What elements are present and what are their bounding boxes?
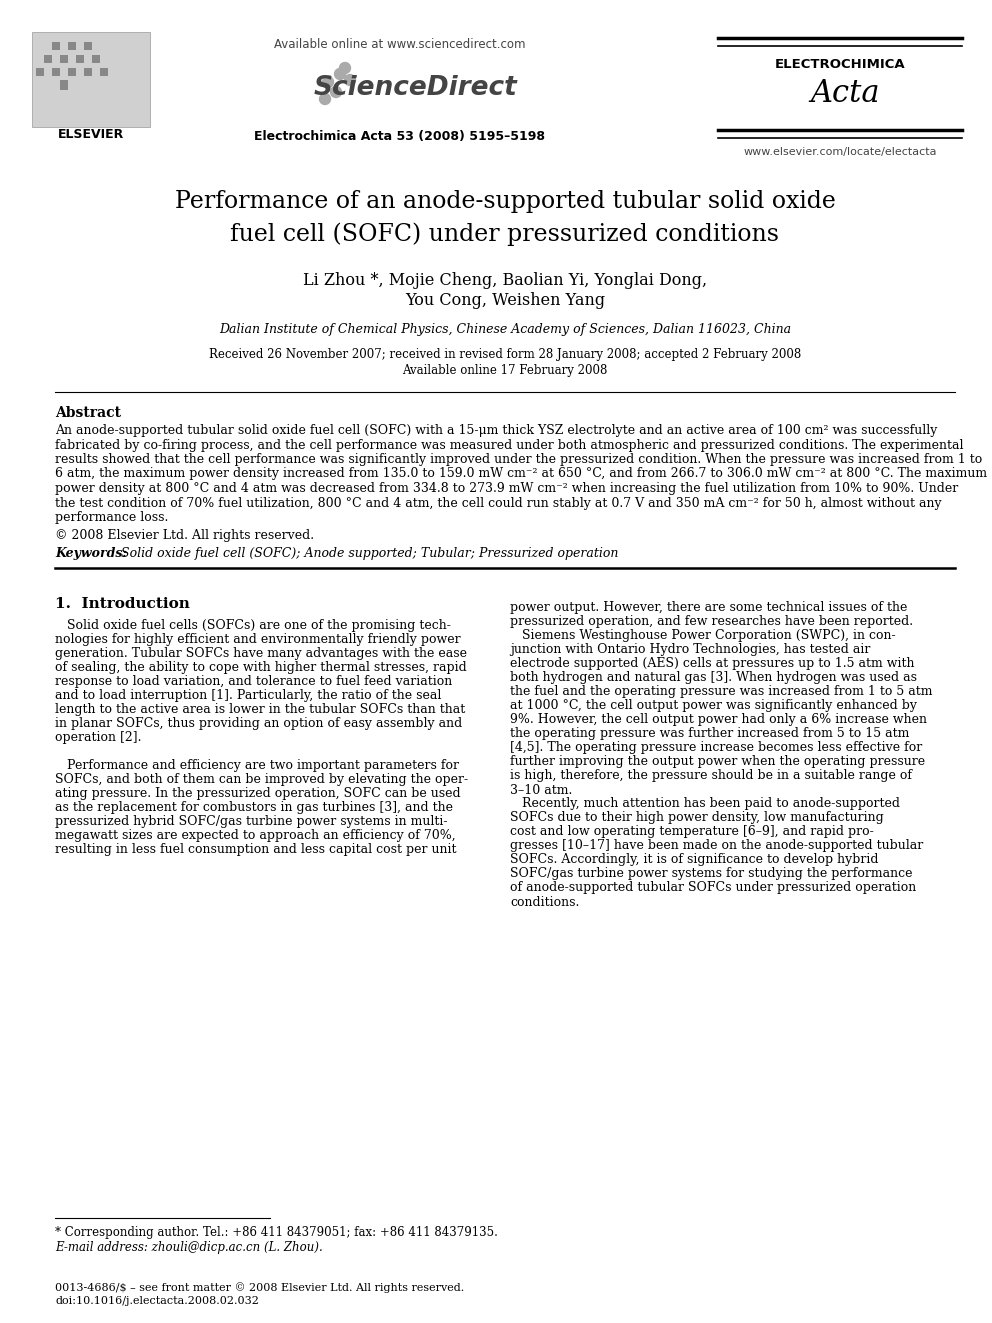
- Text: ELSEVIER: ELSEVIER: [58, 128, 124, 142]
- Text: Abstract: Abstract: [55, 406, 121, 419]
- Bar: [60, 79, 68, 90]
- Text: SOFCs. Accordingly, it is of significance to develop hybrid: SOFCs. Accordingly, it is of significanc…: [510, 853, 879, 867]
- Text: Li Zhou *, Mojie Cheng, Baolian Yi, Yonglai Dong,: Li Zhou *, Mojie Cheng, Baolian Yi, Yong…: [303, 273, 707, 288]
- Text: fuel cell (SOFC) under pressurized conditions: fuel cell (SOFC) under pressurized condi…: [230, 222, 780, 246]
- Text: SOFCs due to their high power density, low manufacturing: SOFCs due to their high power density, l…: [510, 811, 884, 824]
- Text: fabricated by co-firing process, and the cell performance was measured under bot: fabricated by co-firing process, and the…: [55, 438, 963, 451]
- Text: both hydrogen and natural gas [3]. When hydrogen was used as: both hydrogen and natural gas [3]. When …: [510, 672, 917, 684]
- Text: pressurized operation, and few researches have been reported.: pressurized operation, and few researche…: [510, 615, 913, 628]
- Text: conditions.: conditions.: [510, 896, 579, 909]
- Text: the operating pressure was further increased from 5 to 15 atm: the operating pressure was further incre…: [510, 728, 910, 741]
- Bar: [60, 56, 68, 64]
- Text: results showed that the cell performance was significantly improved under the pr: results showed that the cell performance…: [55, 452, 982, 466]
- Text: performance loss.: performance loss.: [55, 511, 169, 524]
- Text: www.elsevier.com/locate/electacta: www.elsevier.com/locate/electacta: [743, 147, 936, 157]
- Text: E-mail address: zhouli@dicp.ac.cn (L. Zhou).: E-mail address: zhouli@dicp.ac.cn (L. Zh…: [55, 1241, 322, 1254]
- Circle shape: [330, 86, 341, 98]
- Text: at 1000 °C, the cell output power was significantly enhanced by: at 1000 °C, the cell output power was si…: [510, 700, 917, 713]
- Text: Solid oxide fuel cell (SOFC); Anode supported; Tubular; Pressurized operation: Solid oxide fuel cell (SOFC); Anode supp…: [113, 548, 618, 561]
- Text: Performance and efficiency are two important parameters for: Performance and efficiency are two impor…: [55, 759, 459, 773]
- Text: junction with Ontario Hydro Technologies, has tested air: junction with Ontario Hydro Technologies…: [510, 643, 870, 656]
- Bar: [84, 67, 92, 75]
- Text: 3–10 atm.: 3–10 atm.: [510, 783, 572, 796]
- Text: the fuel and the operating pressure was increased from 1 to 5 atm: the fuel and the operating pressure was …: [510, 685, 932, 699]
- Text: operation [2].: operation [2].: [55, 732, 142, 745]
- Text: Performance of an anode-supported tubular solid oxide: Performance of an anode-supported tubula…: [175, 191, 835, 213]
- Text: Recently, much attention has been paid to anode-supported: Recently, much attention has been paid t…: [510, 798, 900, 811]
- Text: the test condition of 70% fuel utilization, 800 °C and 4 atm, the cell could run: the test condition of 70% fuel utilizati…: [55, 496, 941, 509]
- Text: megawatt sizes are expected to approach an efficiency of 70%,: megawatt sizes are expected to approach …: [55, 830, 455, 843]
- Bar: [36, 67, 44, 75]
- Text: length to the active area is lower in the tubular SOFCs than that: length to the active area is lower in th…: [55, 704, 465, 717]
- Bar: [76, 56, 84, 64]
- Text: electrode supported (AES) cells at pressures up to 1.5 atm with: electrode supported (AES) cells at press…: [510, 658, 915, 671]
- Text: SOFCs, and both of them can be improved by elevating the oper-: SOFCs, and both of them can be improved …: [55, 774, 468, 786]
- Text: cost and low operating temperature [6–9], and rapid pro-: cost and low operating temperature [6–9]…: [510, 826, 874, 839]
- Text: Available online 17 February 2008: Available online 17 February 2008: [403, 364, 608, 377]
- Text: 0013-4686/$ – see front matter © 2008 Elsevier Ltd. All rights reserved.: 0013-4686/$ – see front matter © 2008 El…: [55, 1282, 464, 1293]
- Text: of anode-supported tubular SOFCs under pressurized operation: of anode-supported tubular SOFCs under p…: [510, 881, 917, 894]
- Text: gresses [10–17] have been made on the anode-supported tubular: gresses [10–17] have been made on the an…: [510, 840, 924, 852]
- Text: You Cong, Weishen Yang: You Cong, Weishen Yang: [405, 292, 605, 310]
- Text: Acta: Acta: [810, 78, 880, 108]
- Circle shape: [344, 74, 355, 86]
- Text: * Corresponding author. Tel.: +86 411 84379051; fax: +86 411 84379135.: * Corresponding author. Tel.: +86 411 84…: [55, 1226, 498, 1240]
- Text: is high, therefore, the pressure should be in a suitable range of: is high, therefore, the pressure should …: [510, 770, 912, 782]
- Text: Electrochimica Acta 53 (2008) 5195–5198: Electrochimica Acta 53 (2008) 5195–5198: [255, 130, 546, 143]
- Text: Keywords:: Keywords:: [55, 548, 127, 561]
- Text: ELECTROCHIMICA: ELECTROCHIMICA: [775, 58, 906, 71]
- Bar: [32, 32, 150, 127]
- Bar: [68, 42, 76, 50]
- Bar: [92, 56, 100, 64]
- Text: power output. However, there are some technical issues of the: power output. However, there are some te…: [510, 602, 908, 614]
- Text: ating pressure. In the pressurized operation, SOFC can be used: ating pressure. In the pressurized opera…: [55, 787, 460, 800]
- Text: Received 26 November 2007; received in revised form 28 January 2008; accepted 2 : Received 26 November 2007; received in r…: [209, 348, 802, 361]
- Text: power density at 800 °C and 4 atm was decreased from 334.8 to 273.9 mW cm⁻² when: power density at 800 °C and 4 atm was de…: [55, 482, 958, 495]
- Text: doi:10.1016/j.electacta.2008.02.032: doi:10.1016/j.electacta.2008.02.032: [55, 1297, 259, 1306]
- Text: in planar SOFCs, thus providing an option of easy assembly and: in planar SOFCs, thus providing an optio…: [55, 717, 462, 730]
- Text: An anode-supported tubular solid oxide fuel cell (SOFC) with a 15-μm thick YSZ e: An anode-supported tubular solid oxide f…: [55, 423, 937, 437]
- Bar: [68, 67, 76, 75]
- Circle shape: [319, 94, 330, 105]
- Circle shape: [322, 77, 333, 87]
- Text: 1.  Introduction: 1. Introduction: [55, 598, 189, 611]
- Text: © 2008 Elsevier Ltd. All rights reserved.: © 2008 Elsevier Ltd. All rights reserved…: [55, 529, 314, 542]
- Bar: [52, 67, 60, 75]
- Bar: [44, 56, 52, 64]
- Circle shape: [339, 62, 350, 74]
- Text: as the replacement for combustors in gas turbines [3], and the: as the replacement for combustors in gas…: [55, 802, 453, 815]
- Text: resulting in less fuel consumption and less capital cost per unit: resulting in less fuel consumption and l…: [55, 844, 456, 856]
- Bar: [52, 42, 60, 50]
- Text: and to load interruption [1]. Particularly, the ratio of the seal: and to load interruption [1]. Particular…: [55, 689, 441, 703]
- Text: Dalian Institute of Chemical Physics, Chinese Academy of Sciences, Dalian 116023: Dalian Institute of Chemical Physics, Ch…: [219, 323, 791, 336]
- Text: response to load variation, and tolerance to fuel feed variation: response to load variation, and toleranc…: [55, 676, 452, 688]
- Text: of sealing, the ability to cope with higher thermal stresses, rapid: of sealing, the ability to cope with hig…: [55, 662, 467, 675]
- Text: ScienceDirect: ScienceDirect: [313, 75, 517, 101]
- Text: 6 atm, the maximum power density increased from 135.0 to 159.0 mW cm⁻² at 650 °C: 6 atm, the maximum power density increas…: [55, 467, 987, 480]
- Text: 9%. However, the cell output power had only a 6% increase when: 9%. However, the cell output power had o…: [510, 713, 927, 726]
- Text: Solid oxide fuel cells (SOFCs) are one of the promising tech-: Solid oxide fuel cells (SOFCs) are one o…: [55, 619, 451, 632]
- Text: Available online at www.sciencedirect.com: Available online at www.sciencedirect.co…: [274, 38, 526, 52]
- Text: generation. Tubular SOFCs have many advantages with the ease: generation. Tubular SOFCs have many adva…: [55, 647, 467, 660]
- Text: further improving the output power when the operating pressure: further improving the output power when …: [510, 755, 926, 769]
- Bar: [100, 67, 108, 75]
- Circle shape: [334, 69, 345, 79]
- Text: nologies for highly efficient and environmentally friendly power: nologies for highly efficient and enviro…: [55, 634, 460, 647]
- Text: Siemens Westinghouse Power Corporation (SWPC), in con-: Siemens Westinghouse Power Corporation (…: [510, 630, 896, 643]
- Text: SOFC/gas turbine power systems for studying the performance: SOFC/gas turbine power systems for study…: [510, 868, 913, 881]
- Bar: [84, 42, 92, 50]
- Text: pressurized hybrid SOFC/gas turbine power systems in multi-: pressurized hybrid SOFC/gas turbine powe…: [55, 815, 447, 828]
- Text: [4,5]. The operating pressure increase becomes less effective for: [4,5]. The operating pressure increase b…: [510, 741, 923, 754]
